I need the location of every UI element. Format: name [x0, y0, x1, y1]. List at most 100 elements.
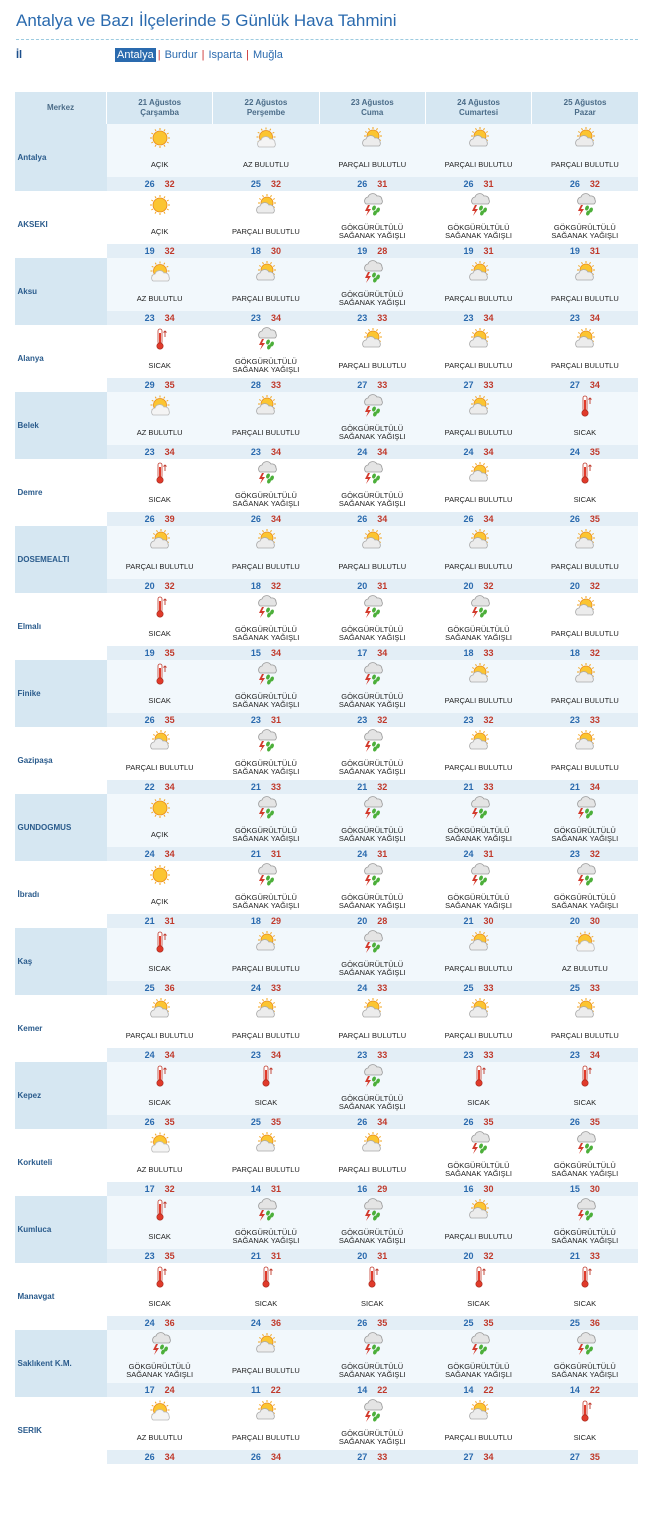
forecast-icon-cell — [106, 1196, 213, 1224]
table-row-desc: SICAK GÖKGÜRÜLTÜLÜ SAĞANAK YAĞIŞLI GÖKGÜRÜ… — [15, 688, 638, 713]
table-row: Kemer — [15, 995, 639, 1033]
temp-min: 20 — [569, 916, 580, 926]
temperature-cell: 16 29 — [319, 1182, 426, 1196]
condition-text: PARÇALI BULUTLU — [444, 1031, 513, 1040]
temp-max: 34 — [483, 313, 494, 323]
temp-min: 14 — [569, 1385, 580, 1395]
forecast-desc-cell: PARÇALI BULUTLU — [213, 219, 319, 244]
table-header-row: Merkez 21 Ağustos Çarşamba 22 Ağustos Perşe… — [14, 92, 638, 124]
forecast-desc-cell: SICAK — [107, 353, 213, 378]
table-row: Gazipaşa — [15, 727, 639, 765]
region-tab-isparta[interactable]: Isparta — [208, 49, 243, 61]
temp-max: 33 — [377, 1452, 388, 1462]
partly-cloudy-icon — [149, 998, 170, 1018]
forecast-icon-cell — [319, 392, 426, 420]
thunderstorm-icon — [577, 1131, 596, 1154]
temp-max: 35 — [164, 1251, 175, 1261]
forecast-icon-cell — [532, 593, 638, 621]
header-date: 25 Ağustos — [563, 98, 607, 107]
temp-max: 33 — [483, 782, 494, 792]
thermometer-icon — [581, 1065, 592, 1087]
forecast-desc-cell: GÖKGÜRÜLTÜLÜ SAĞANAK YAĞIŞLI — [425, 1157, 531, 1182]
forecast-desc-cell: GÖKGÜRÜLTÜLÜ SAĞANAK YAĞIŞLI — [213, 889, 319, 914]
temp-min: 25 — [569, 1318, 580, 1328]
condition-text: GÖKGÜRÜLTÜLÜ SAĞANAK YAĞIŞLI — [551, 825, 619, 843]
temp-min: 27 — [569, 380, 580, 390]
temp-max: 30 — [589, 916, 600, 926]
table-row-temps: 23 35 21 31 20 31 20 32 21 33 — [15, 1249, 638, 1263]
temp-min: 24 — [250, 1318, 261, 1328]
forecast-desc-cell: SICAK — [107, 621, 213, 646]
condition-text: PARÇALI BULUTLU — [125, 763, 194, 772]
thermometer-icon — [581, 462, 592, 484]
thunderstorm-icon — [364, 461, 383, 484]
thermometer-icon — [581, 1266, 592, 1288]
condition-text: PARÇALI BULUTLU — [232, 964, 300, 973]
temperature-cell: 23 34 — [106, 445, 213, 459]
temperature-cell: 26 34 — [425, 512, 532, 526]
condition-text: GÖKGÜRÜLTÜLÜ SAĞANAK YAĞIŞLI — [338, 1093, 406, 1111]
forecast-desc-cell: GÖKGÜRÜLTÜLÜ SAĞANAK YAĞIŞLI — [425, 621, 531, 646]
partly-cloudy-icon — [256, 1132, 276, 1152]
forecast-desc-cell: SICAK — [107, 487, 213, 512]
temp-max: 39 — [164, 514, 175, 524]
condition-text: SICAK — [254, 1098, 278, 1107]
table-row: Alanya — [15, 325, 639, 363]
condition-text: PARÇALI BULUTLU — [444, 763, 513, 772]
table-row: Aksu — [14, 258, 638, 325]
temp-min: 20 — [357, 581, 368, 591]
table-row-temps: 26 34 26 34 27 33 27 34 27 35 — [15, 1450, 638, 1464]
header-date: 24 Ağustos — [457, 98, 500, 107]
temperature-cell: 23 34 — [212, 445, 320, 459]
region-tab-antalya[interactable]: Antalya — [115, 48, 156, 62]
temp-max: 33 — [377, 313, 388, 323]
temp-min: 11 — [251, 1385, 261, 1395]
forecast-desc-cell: AÇIK — [106, 152, 213, 177]
temp-min: 21 — [357, 782, 368, 792]
forecast-desc-cell: PARÇALI BULUTLU — [425, 420, 532, 445]
forecast-desc-cell: GÖKGÜRÜLTÜLÜ SAĞANAK YAĞIŞLI — [532, 219, 638, 244]
temp-max: 32 — [164, 246, 175, 256]
forecast-icon-cell — [531, 1196, 638, 1224]
temperature-cell: 23 31 — [212, 713, 320, 727]
thermometer-icon — [262, 1266, 273, 1288]
partly-cloudy-icon — [468, 663, 489, 683]
thermometer-icon — [475, 1266, 486, 1288]
condition-text: PARÇALI BULUTLU — [550, 696, 619, 705]
region-tab-burdur[interactable]: Burdur — [164, 49, 198, 61]
temperature-cell: 20 31 — [319, 1249, 426, 1263]
table-row: Saklıkent K.M. — [14, 1330, 638, 1397]
partly-cloudy-icon — [468, 328, 489, 348]
condition-text: GÖKGÜRÜLTÜLÜ SAĞANAK YAĞIŞLI — [338, 624, 406, 642]
forecast-icon-cell — [212, 526, 320, 554]
temperature-cell: 26 34 — [319, 1115, 426, 1129]
temp-min: 26 — [144, 1452, 155, 1462]
condition-text: PARÇALI BULUTLU — [232, 1433, 300, 1442]
region-separator: | — [157, 49, 161, 61]
temperature-cell: 21 31 — [212, 1249, 320, 1263]
temp-max: 34 — [377, 1117, 388, 1127]
forecast-icon-cell — [531, 526, 638, 554]
condition-text: PARÇALI BULUTLU — [232, 562, 300, 571]
forecast-desc-cell: PARÇALI BULUTLU — [319, 353, 425, 378]
condition-text: GÖKGÜRÜLTÜLÜ SAĞANAK YAĞIŞLI — [232, 892, 300, 910]
temp-min: 21 — [569, 782, 580, 792]
table-row: Finike — [14, 660, 638, 727]
table-row-temps: 23 34 23 34 24 34 24 34 24 35 — [15, 445, 638, 459]
temperature-cell: 20 32 — [425, 1249, 532, 1263]
thermometer-icon — [156, 663, 167, 685]
forecast-desc-cell: AZ BULUTLU — [106, 286, 213, 311]
condition-text: SICAK — [148, 495, 171, 504]
thunderstorm-icon — [258, 796, 277, 819]
condition-text: SICAK — [467, 1299, 490, 1308]
region-tab-muğla[interactable]: Muğla — [252, 49, 283, 61]
forecast-icon-cell — [319, 995, 425, 1023]
forecast-icon-cell — [531, 794, 638, 822]
forecast-desc-cell: PARÇALI BULUTLU — [532, 1023, 638, 1048]
table-row-temps: 24 34 21 31 24 31 24 31 23 32 — [15, 847, 638, 861]
temp-max: 33 — [377, 983, 388, 993]
forecast-desc-cell: GÖKGÜRÜLTÜLÜ SAĞANAK YAĞIŞLI — [531, 1224, 638, 1249]
temperature-cell: 23 32 — [425, 713, 532, 727]
temp-max: 34 — [164, 849, 175, 859]
forecast-desc-cell: GÖKGÜRÜLTÜLÜ SAĞANAK YAĞIŞLI — [319, 755, 425, 780]
